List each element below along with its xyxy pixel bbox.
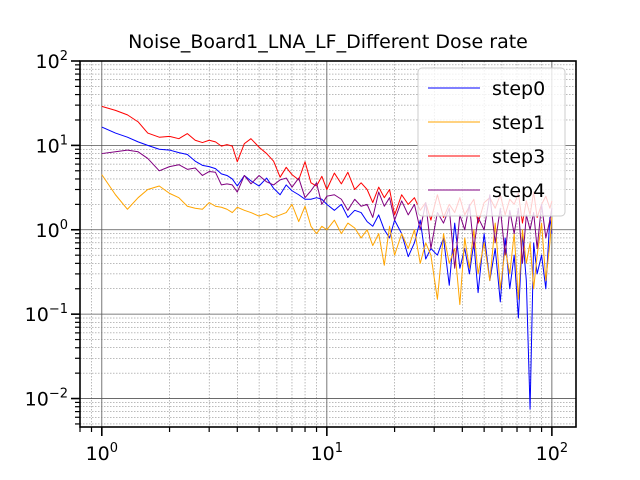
legend-box bbox=[417, 67, 566, 217]
y-tick-label: 101 bbox=[36, 133, 68, 157]
x-tick-label: 101 bbox=[311, 441, 343, 465]
y-tick-label: 102 bbox=[36, 49, 68, 73]
legend: step0 step1 step3 step4 bbox=[417, 67, 566, 217]
legend-label-step3: step3 bbox=[492, 146, 545, 168]
legend-label-step0: step0 bbox=[492, 78, 545, 100]
axis-ticks: 100 101 102 102 101 100 10−1 10−2 bbox=[25, 49, 568, 465]
y-tick-label: 10−1 bbox=[25, 302, 68, 326]
x-tick-label: 100 bbox=[86, 441, 118, 465]
series-line-step1 bbox=[101, 174, 553, 306]
series-line-step4 bbox=[101, 149, 553, 269]
legend-label-step1: step1 bbox=[492, 112, 545, 134]
plot-frame bbox=[79, 60, 577, 428]
legend-label-step4: step4 bbox=[492, 180, 545, 202]
y-tick-label: 100 bbox=[36, 218, 68, 242]
chart-title: Noise_Board1_LNA_LF_Different Dose rate bbox=[128, 31, 528, 53]
y-tick-label: 10−2 bbox=[25, 387, 68, 411]
x-tick-label: 102 bbox=[536, 441, 568, 465]
